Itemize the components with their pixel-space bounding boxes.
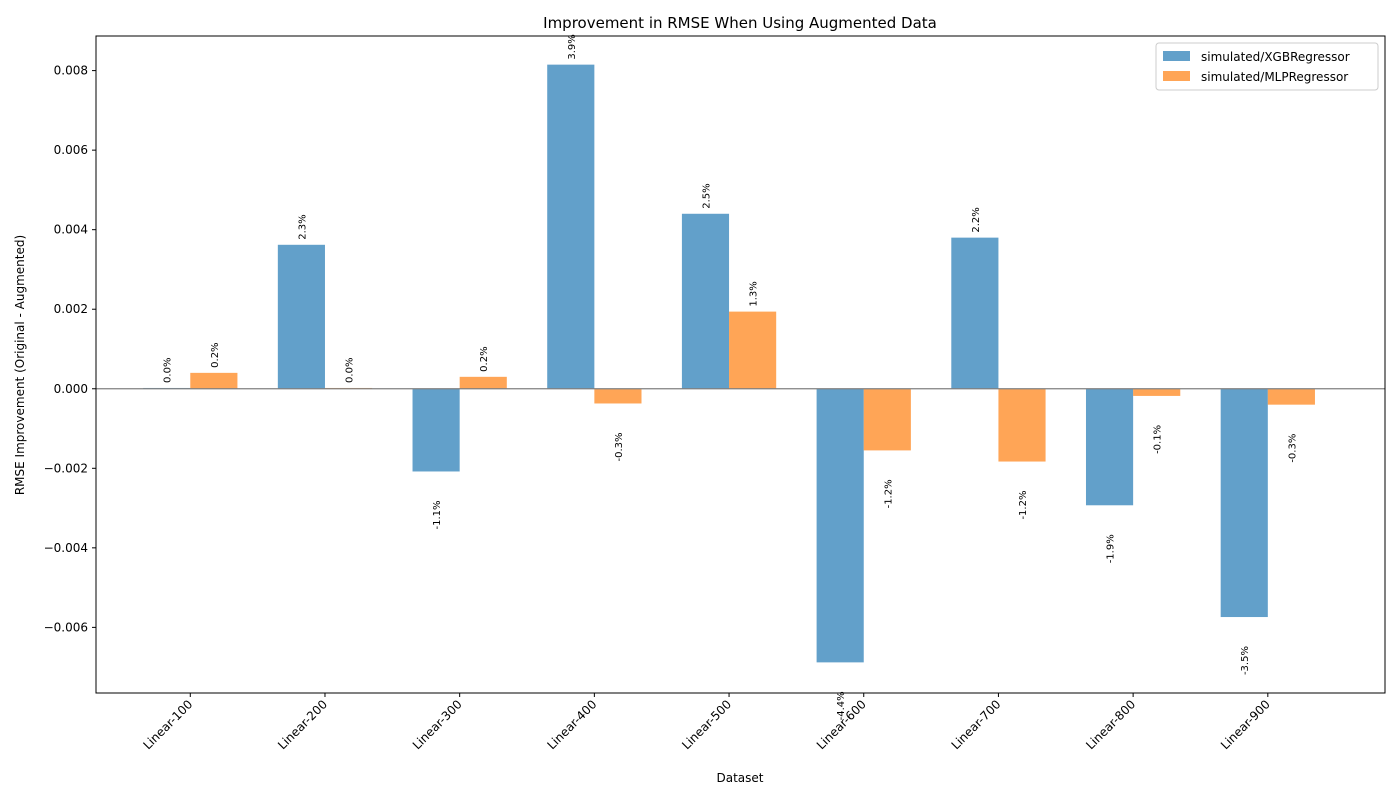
data-label: 0.2%: [479, 346, 490, 371]
data-label: 2.3%: [297, 214, 308, 239]
bar: [1133, 388, 1181, 396]
y-tick-label: −0.006: [44, 620, 88, 634]
bar: [681, 213, 730, 389]
plot-area: 0.0% 2.3% -1.1% 3.9% 2.5% -4.4% 2.2% -1.9% -3.5%…: [44, 34, 1386, 752]
data-label: -1.9%: [1106, 534, 1117, 563]
legend-swatch: [1163, 51, 1190, 61]
x-tick-label: Linear-800: [1083, 697, 1138, 752]
x-tick-label: Linear-200: [275, 697, 330, 752]
data-label: -1.1%: [432, 500, 443, 529]
chart-title: Improvement in RMSE When Using Augmented…: [543, 14, 937, 32]
y-axis-title: RMSE Improvement (Original - Augmented): [13, 235, 27, 495]
bar: [547, 64, 595, 389]
bar: [190, 372, 238, 389]
y-tick-label: 0.000: [54, 382, 88, 396]
x-tick-label: Linear-300: [410, 697, 465, 752]
plot-frame: [95, 35, 1386, 694]
bar: [816, 388, 864, 663]
bar: [459, 376, 507, 389]
legend-label: simulated/MLPRegressor: [1201, 70, 1348, 84]
y-tick-label: 0.002: [54, 302, 88, 316]
x-tick-label: Linear-400: [544, 697, 599, 752]
data-label: -1.2%: [1018, 491, 1029, 520]
y-tick-label: 0.008: [54, 64, 88, 78]
bar: [998, 388, 1046, 462]
data-label: -4.4%: [836, 691, 847, 720]
y-tick-label: 0.004: [54, 223, 88, 237]
x-tick-label: Linear-500: [679, 697, 734, 752]
legend-swatch: [1163, 71, 1190, 81]
x-tick-label: Linear-900: [1218, 697, 1273, 752]
data-label: -0.1%: [1153, 425, 1164, 454]
x-axis-title: Dataset: [717, 771, 764, 785]
y-tick-label: −0.004: [44, 541, 88, 555]
data-label: 0.0%: [345, 358, 356, 383]
bar: [277, 244, 325, 389]
legend-label: simulated/XGBRegressor: [1201, 50, 1350, 64]
data-label: 2.2%: [971, 207, 982, 232]
data-label: 2.5%: [701, 183, 712, 208]
data-label: -0.3%: [1287, 434, 1298, 463]
bar: [412, 388, 460, 472]
bar: [729, 311, 777, 389]
bar: [1085, 388, 1134, 506]
bar: [1220, 388, 1268, 618]
bar: [951, 237, 999, 389]
bar: [594, 388, 642, 404]
data-label: 0.0%: [163, 358, 174, 383]
data-label: -3.5%: [1240, 646, 1251, 675]
data-label: 3.9%: [567, 34, 578, 59]
y-tick-label: 0.006: [54, 143, 88, 157]
data-label: -1.2%: [883, 479, 894, 508]
x-tick-label: Linear-100: [140, 697, 195, 752]
data-label: -0.3%: [614, 432, 625, 461]
legend-box: [1155, 42, 1379, 91]
data-label: 1.3%: [749, 281, 760, 306]
bar: [1267, 388, 1315, 405]
y-tick-label: −0.002: [44, 461, 88, 475]
data-label: 0.2%: [210, 342, 221, 367]
bar: [863, 388, 911, 451]
x-tick-label: Linear-700: [949, 697, 1004, 752]
legend: simulated/XGBRegressor simulated/MLPRegre…: [1155, 42, 1379, 91]
